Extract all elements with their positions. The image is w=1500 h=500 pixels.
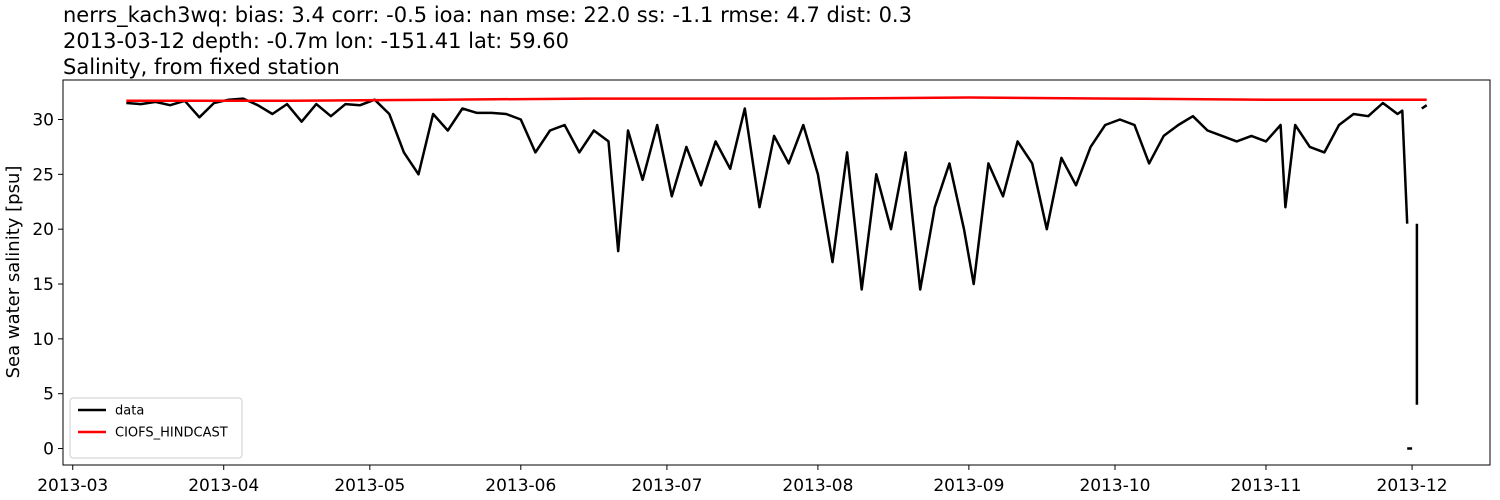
- data-line: [126, 97, 1428, 450]
- chart-title: nerrs_kach3wq: bias: 3.4 corr: -0.5 ioa:…: [63, 3, 912, 28]
- x-tick-label: 2013-05: [334, 476, 405, 496]
- y-tick-label: 0: [43, 440, 54, 460]
- x-tick-label: 2013-07: [631, 476, 702, 496]
- chart-title: 2013-03-12 depth: -0.7m lon: -151.41 lat…: [63, 29, 569, 53]
- data-line: [126, 96, 1427, 103]
- x-tick-label: 2013-08: [782, 476, 853, 496]
- legend-label: data: [115, 404, 144, 419]
- x-tick-label: 2013-11: [1230, 476, 1301, 496]
- y-axis-label: Sea water salinity [psu]: [3, 166, 24, 379]
- legend-box: [69, 397, 243, 459]
- y-tick-label: 5: [43, 385, 54, 405]
- y-tick-label: 25: [32, 165, 54, 185]
- x-tick-label: 2013-03: [37, 476, 108, 496]
- x-tick-label: 2013-04: [188, 476, 259, 496]
- y-tick-label: 15: [32, 275, 54, 295]
- legend-label: CIOFS_HINDCAST: [115, 426, 228, 441]
- chart-title: Salinity, from fixed station: [63, 55, 340, 79]
- x-tick-label: 2013-10: [1079, 476, 1150, 496]
- legend: data CIOFS_HINDCAST: [69, 397, 243, 459]
- x-tick-label: 2013-09: [933, 476, 1004, 496]
- x-tick-label: 2013-06: [485, 476, 556, 496]
- y-tick-label: 10: [32, 330, 54, 350]
- x-tick-label: 2013-12: [1377, 476, 1448, 496]
- y-tick-label: 30: [32, 110, 54, 130]
- y-tick-label: 20: [32, 220, 54, 240]
- plot-frame: [62, 79, 1491, 466]
